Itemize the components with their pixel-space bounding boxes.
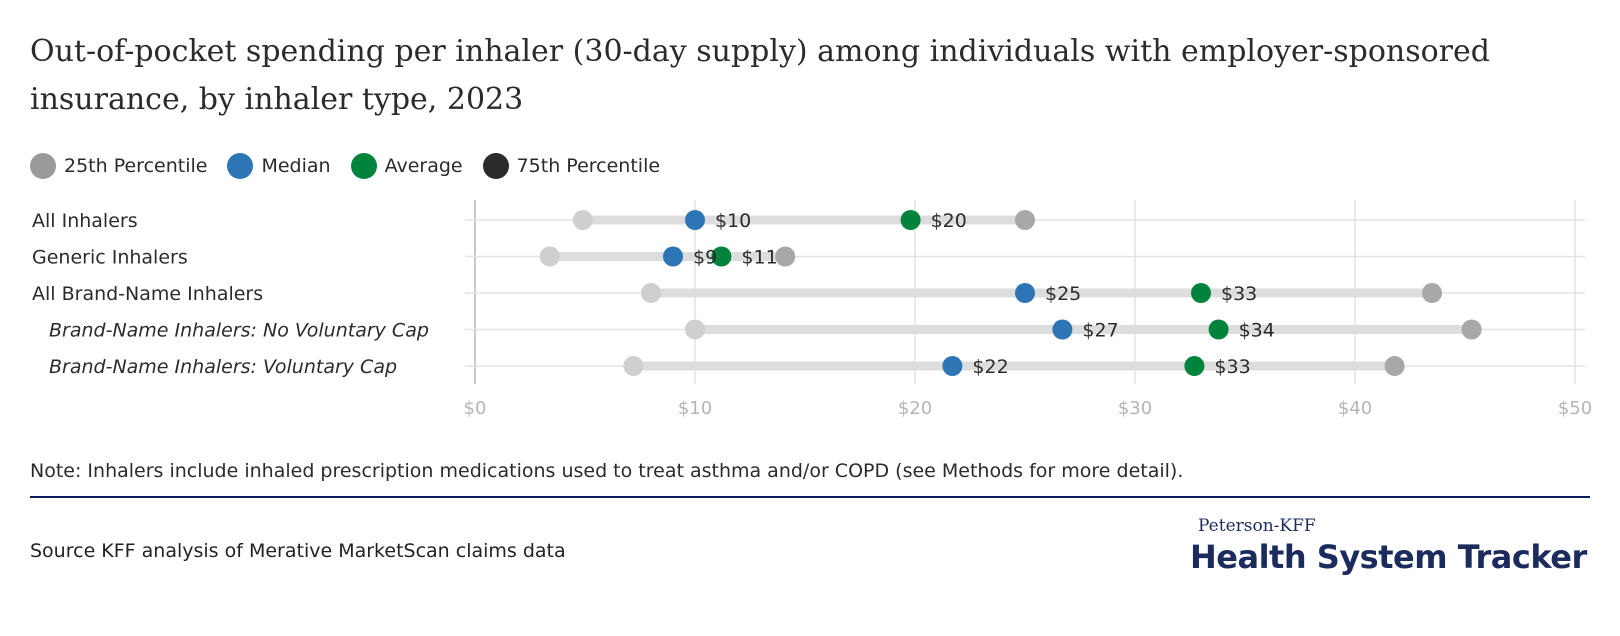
dot-average — [1208, 319, 1229, 340]
legend-label-median: Median — [261, 155, 331, 177]
dot-75th-percentile — [1384, 356, 1405, 376]
logo-top-text: Peterson-KFF — [1198, 516, 1316, 536]
dot-75th-percentile — [775, 246, 796, 267]
legend-label-75th: 75th Percentile — [516, 155, 661, 177]
dot-25th-percentile — [572, 210, 593, 230]
data-label-average: $20 — [931, 210, 967, 232]
legend-swatch-median — [227, 153, 254, 179]
legend-swatch-75th — [482, 153, 509, 179]
legend: 25th Percentile Median Average 75th Perc… — [30, 150, 680, 182]
legend-item-median: Median — [227, 153, 331, 179]
dot-average — [900, 210, 921, 230]
data-label-average: $33 — [1214, 356, 1250, 378]
logo: Peterson-KFF Health System Tracker — [1190, 516, 1590, 576]
legend-label-average: Average — [384, 155, 463, 177]
divider — [30, 496, 1590, 498]
chart-note: Note: Inhalers include inhaled prescript… — [30, 460, 1184, 482]
dot-average — [711, 246, 732, 267]
data-label-average: $11 — [741, 247, 777, 269]
dot-range-chart: $0 $10 $20 $30 $40 $50 All Inhalers Generic Inh… — [32, 200, 1592, 419]
x-tick-label: $50 — [1558, 398, 1592, 419]
category-label: Brand-Name Inhalers: Voluntary Cap — [49, 356, 397, 378]
x-tick-label: $20 — [898, 398, 932, 419]
data-label-average: $34 — [1239, 320, 1275, 342]
legend-label-25th: 25th Percentile — [64, 155, 208, 177]
dot-25th-percentile — [685, 319, 705, 340]
x-tick-label: $30 — [1118, 398, 1152, 419]
dot-average — [1184, 356, 1205, 376]
x-tick-label: $0 — [464, 398, 487, 419]
data-label-median: $22 — [972, 356, 1008, 378]
data-label-median: $9 — [693, 247, 717, 269]
dot-median — [1052, 319, 1073, 340]
dot-75th-percentile — [1461, 319, 1482, 340]
logo-main-text: Health System Tracker — [1190, 538, 1587, 576]
data-label-median: $27 — [1082, 320, 1118, 342]
legend-item-75th: 75th Percentile — [482, 153, 661, 179]
chart-title: Out-of-pocket spending per inhaler (30-d… — [30, 34, 1490, 117]
dot-average — [1191, 283, 1211, 303]
x-tick-label: $40 — [1338, 398, 1372, 419]
dot-75th-percentile — [1015, 210, 1035, 230]
legend-item-average: Average — [350, 153, 463, 179]
source-text: Source KFF analysis of Merative MarketSc… — [30, 540, 566, 562]
category-label: Generic Inhalers — [32, 247, 188, 269]
category-label: Brand-Name Inhalers: No Voluntary Cap — [49, 320, 429, 342]
dot-median — [1015, 283, 1035, 303]
data-label-average: $33 — [1221, 283, 1257, 305]
dot-median — [685, 210, 705, 230]
legend-swatch-average — [350, 153, 377, 179]
dot-25th-percentile — [539, 246, 560, 267]
dot-25th-percentile — [623, 356, 644, 376]
dot-75th-percentile — [1422, 283, 1442, 303]
data-label-median: $25 — [1045, 283, 1081, 305]
category-label: All Brand-Name Inhalers — [32, 283, 263, 305]
dot-25th-percentile — [641, 283, 661, 303]
data-label-median: $10 — [715, 210, 751, 232]
x-tick-label: $10 — [678, 398, 712, 419]
dot-median — [663, 246, 683, 267]
legend-swatch-25th — [30, 153, 56, 179]
dot-median — [942, 356, 963, 376]
legend-item-25th: 25th Percentile — [30, 153, 207, 179]
category-label: All Inhalers — [32, 210, 138, 232]
